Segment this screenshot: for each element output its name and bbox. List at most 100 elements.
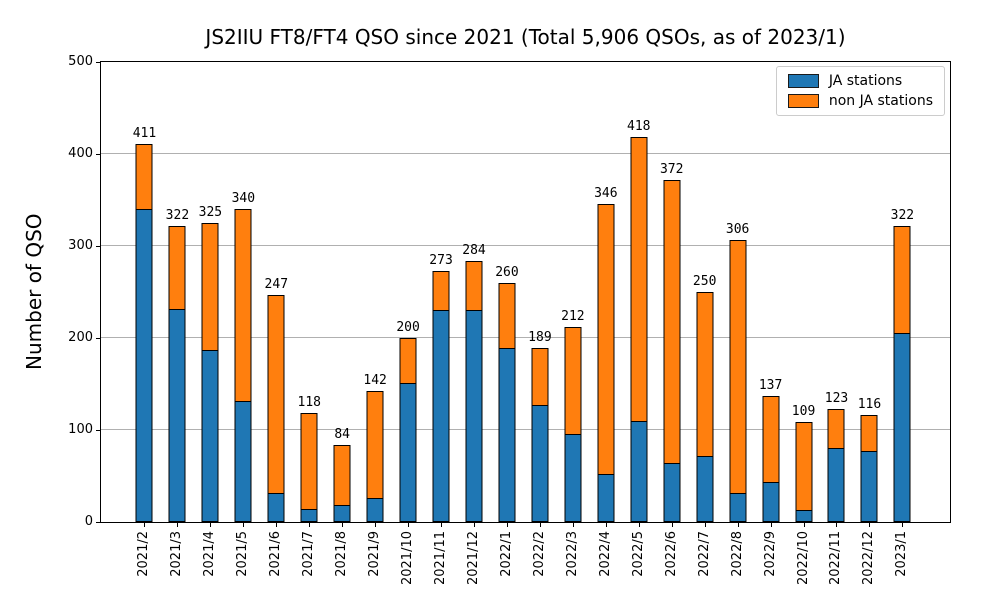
bar-total-label: 284 (462, 242, 486, 258)
bar-total-label: 306 (725, 222, 750, 238)
bar-segment-ja (564, 433, 582, 522)
y-tick-mark (96, 338, 100, 339)
bar-segment-non-ja (696, 292, 714, 456)
bar-segment-ja (168, 309, 186, 522)
chart-title: JS2IIU FT8/FT4 QSO since 2021 (Total 5,9… (205, 25, 846, 49)
x-tick-mark (902, 523, 904, 527)
bar-segment-ja (663, 463, 681, 522)
x-tick-mark (210, 523, 212, 527)
bar-slot: 200 2021/10 (392, 62, 425, 585)
bar-segment-ja (498, 348, 516, 522)
bar-slot: 260 2022/1 (490, 62, 523, 577)
bar-total-label: 418 (627, 119, 651, 135)
bar-segment-ja (597, 474, 615, 522)
bar-segment-non-ja (860, 415, 878, 452)
bar-segment-non-ja (234, 209, 252, 401)
x-tick-label: 2022/12 (861, 531, 877, 586)
x-tick-mark (177, 523, 179, 527)
x-tick-label: 2021/9 (366, 531, 382, 577)
bar-slot: 325 2021/4 (194, 62, 227, 577)
gridline (101, 245, 950, 246)
bar-total-label: 411 (132, 125, 157, 141)
bar-slot: 346 2022/4 (589, 62, 622, 577)
bar-slot: 118 2021/7 (293, 62, 326, 576)
stacked-bar (234, 62, 252, 522)
x-tick-label: 2021/2 (136, 531, 152, 577)
x-tick-mark (836, 523, 838, 527)
stacked-bar (465, 62, 483, 522)
bar-segment-ja (432, 310, 450, 522)
bar-total-label: 137 (758, 377, 783, 393)
x-tick-mark (441, 523, 443, 527)
y-tick-label: 100 (68, 422, 93, 437)
stacked-bar (597, 62, 615, 522)
bar-segment-non-ja (168, 225, 186, 310)
bar-segment-non-ja (135, 143, 153, 210)
bar-slot: 273 2021/11 (425, 62, 458, 585)
x-tick-label: 2022/8 (729, 531, 745, 577)
bar-segment-ja (762, 482, 780, 522)
bar-total-label: 322 (165, 207, 190, 223)
bar-segment-non-ja (465, 260, 483, 311)
x-tick-label: 2022/6 (663, 531, 679, 577)
bar-segment-non-ja (531, 348, 549, 406)
bar-segment-ja (333, 504, 351, 522)
bar-slot: 84 2021/8 (326, 62, 359, 577)
bar-slot: 418 2022/5 (622, 62, 655, 576)
bar-segment-ja (300, 509, 318, 522)
x-tick-label: 2022/11 (828, 531, 844, 586)
stacked-bar (860, 62, 878, 522)
y-tick-mark (96, 522, 100, 523)
bar-segment-ja (366, 498, 384, 522)
stacked-bar (333, 62, 351, 522)
stacked-bar (498, 62, 516, 522)
x-tick-label: 2022/2 (531, 531, 547, 577)
x-tick-label: 2021/11 (432, 531, 448, 586)
bar-slot: 212 2022/3 (556, 62, 589, 577)
x-tick-mark (638, 523, 640, 527)
bar-segment-ja (465, 310, 483, 522)
stacked-bar (399, 62, 417, 522)
x-tick-label: 2021/5 (235, 531, 251, 577)
bar-segment-non-ja (597, 203, 615, 475)
x-tick-mark (342, 523, 344, 527)
bar-segment-non-ja (432, 270, 450, 311)
bar-total-label: 123 (824, 390, 849, 406)
legend-label-ja: JA stations (828, 73, 903, 89)
bar-segment-non-ja (729, 240, 747, 493)
x-tick-mark (770, 523, 772, 527)
bar-segment-non-ja (893, 225, 911, 334)
bar-total-label: 325 (198, 205, 223, 220)
x-tick-mark (309, 523, 311, 527)
bar-segment-ja (795, 510, 813, 522)
bar-segment-ja (234, 400, 252, 522)
x-tick-label: 2021/3 (169, 531, 185, 577)
stacked-bar (300, 62, 318, 522)
bar-total-label: 322 (890, 207, 915, 223)
gridline (101, 153, 950, 154)
legend-item-ja: JA stations (787, 73, 933, 89)
bar-total-label: 142 (363, 373, 387, 389)
y-tick-label: 500 (68, 54, 93, 69)
stacked-bar (762, 62, 780, 522)
bar-total-label: 372 (659, 161, 684, 177)
plot-area: 0 100 200 300 400 500 411 2021/2 322 2021/3 325 20… (68, 55, 951, 585)
bar-segment-non-ja (795, 421, 813, 511)
x-tick-mark (704, 523, 706, 527)
x-tick-label: 2022/7 (696, 531, 712, 577)
bar-total-label: 260 (495, 264, 519, 280)
bar-segment-ja (531, 405, 549, 522)
y-tick-label: 400 (68, 146, 93, 161)
x-tick-mark (474, 523, 475, 527)
bar-segment-non-ja (267, 294, 285, 494)
bar-segment-ja (860, 451, 878, 522)
x-tick-label: 2022/4 (597, 531, 613, 577)
y-tick-mark (96, 430, 100, 431)
bar-segment-non-ja (333, 444, 351, 505)
bar-segment-ja (399, 383, 417, 522)
x-tick-label: 2021/7 (301, 531, 317, 577)
bar-slot: 109 2022/10 (787, 62, 820, 585)
legend-swatch-ja (787, 74, 819, 88)
bar-total-label: 189 (528, 330, 552, 346)
